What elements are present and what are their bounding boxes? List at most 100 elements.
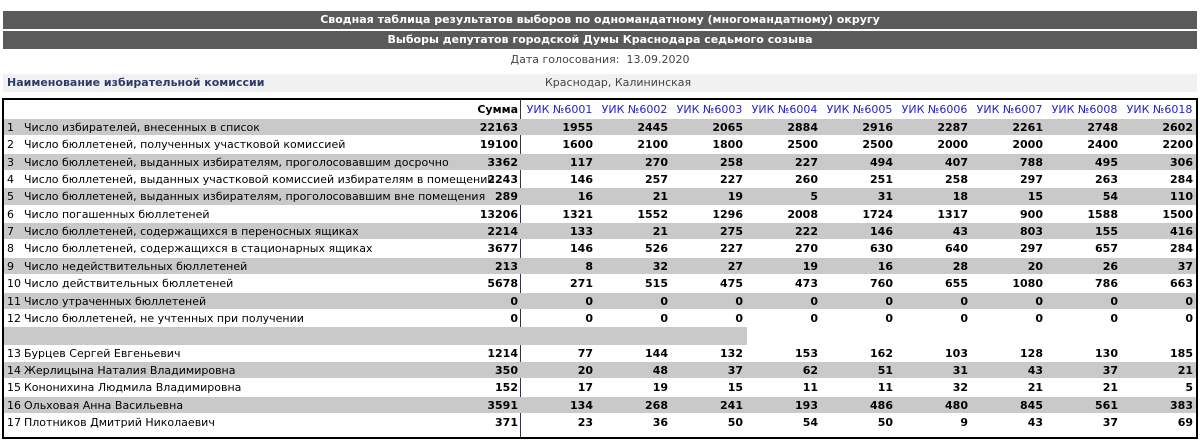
row-number: 7: [7, 225, 14, 239]
cell: 23: [577, 415, 593, 429]
column-header[interactable]: УИК №6007: [976, 103, 1043, 116]
cell: 0: [1035, 294, 1043, 308]
cell: 0: [660, 294, 668, 308]
row-sum: 3591: [487, 398, 518, 412]
column-header[interactable]: УИК №6003: [676, 103, 743, 116]
cell: 383: [1170, 398, 1193, 412]
cell: 1317: [937, 207, 968, 221]
column-header[interactable]: УИК №6005: [826, 103, 893, 116]
cell: 146: [570, 173, 593, 187]
commission-label: Наименование избирательной комиссии: [7, 76, 265, 89]
row-sum: 13206: [479, 207, 518, 221]
cell: 2602: [1162, 121, 1193, 134]
cell: 37: [1102, 415, 1118, 429]
cell: 26: [1102, 259, 1118, 273]
cell: 2261: [1012, 121, 1043, 134]
cell: 260: [795, 173, 818, 187]
cell: 0: [1185, 311, 1193, 325]
cell: 2200: [1162, 138, 1193, 152]
cell: 258: [945, 173, 968, 187]
row-label: Число бюллетеней, содержащихся в стацион…: [24, 242, 373, 256]
column-header[interactable]: УИК №6008: [1051, 103, 1118, 116]
cell: 640: [945, 242, 968, 256]
cell: 227: [795, 155, 818, 169]
cell: 270: [645, 155, 668, 169]
cell: 37: [727, 363, 743, 377]
cell: 21: [652, 225, 668, 239]
cell: 2916: [862, 121, 893, 134]
row-label: Число бюллетеней, полученных участковой …: [24, 138, 346, 152]
cell: 21: [1027, 381, 1043, 395]
row-bg: [4, 188, 1196, 205]
row-sum: 3362: [487, 155, 518, 169]
cell: 146: [570, 242, 593, 256]
cell: 630: [870, 242, 893, 256]
cell: 241: [720, 398, 743, 412]
cell: 110: [1170, 190, 1193, 204]
cell: 2884: [787, 121, 818, 134]
row-number: 11: [7, 294, 21, 308]
row-number: 10: [7, 277, 21, 291]
date: 13.09.2020: [626, 53, 690, 66]
cell: 227: [720, 242, 743, 256]
column-header[interactable]: УИК №6006: [901, 103, 968, 116]
row-label: Число погашенных бюллетеней: [24, 207, 210, 221]
cell: 297: [1020, 242, 1043, 256]
cell: 845: [1020, 398, 1043, 412]
row-label: Число действительных бюллетеней: [24, 277, 234, 291]
cell: 11: [802, 381, 818, 395]
cell: 416: [1170, 225, 1193, 239]
cell: 407: [945, 155, 968, 169]
date-label: Дата голосования:: [510, 53, 620, 66]
cell: 268: [645, 398, 668, 412]
cell: 16: [877, 259, 893, 273]
cell: 486: [870, 398, 893, 412]
cell: 11: [877, 381, 893, 395]
row-bg: [4, 396, 1196, 413]
cell: 2000: [1012, 138, 1043, 152]
cell: 43: [1027, 415, 1043, 429]
column-header[interactable]: УИК №6004: [751, 103, 818, 116]
row-label: Жерлицына Наталия Владимировна: [24, 363, 236, 377]
row-number: 16: [7, 398, 21, 412]
cell: 50: [727, 415, 743, 429]
cell: 69: [1177, 415, 1193, 429]
cell: 19: [802, 259, 818, 273]
cell: 0: [885, 294, 893, 308]
cell: 19: [652, 381, 668, 395]
row-number: 15: [7, 381, 21, 395]
cell: 0: [735, 294, 743, 308]
row-number: 9: [7, 259, 14, 273]
cell: 15: [727, 381, 743, 395]
column-header[interactable]: УИК №6002: [601, 103, 668, 116]
row-number: 13: [7, 346, 21, 360]
cell: 788: [1020, 155, 1043, 169]
cell: 20: [577, 363, 593, 377]
cell: 54: [1102, 190, 1118, 204]
cell: 663: [1170, 277, 1193, 291]
cell: 2400: [1087, 138, 1118, 152]
cell: 297: [1020, 173, 1043, 187]
cell: 37: [1177, 259, 1193, 273]
row-label: Число утраченных бюллетеней: [24, 294, 207, 308]
column-header[interactable]: УИК №6018: [1126, 103, 1193, 116]
cell: 2500: [787, 138, 818, 152]
cell: 1080: [1012, 277, 1043, 291]
cell: 284: [1170, 173, 1193, 187]
cell: 561: [1095, 398, 1118, 412]
cell: 130: [1095, 346, 1118, 360]
cell: 495: [1095, 155, 1118, 169]
row-number: 1: [7, 121, 14, 134]
cell: 27: [727, 259, 743, 273]
row-number: 5: [7, 190, 14, 204]
cell: 0: [585, 311, 593, 325]
cell: 275: [720, 225, 743, 239]
row-number: 2: [7, 138, 14, 152]
cell: 271: [570, 277, 593, 291]
cell: 473: [795, 277, 818, 291]
column-header[interactable]: УИК №6001: [526, 103, 593, 116]
cell: 185: [1170, 346, 1193, 360]
row-label: Ольховая Анна Васильевна: [24, 398, 184, 412]
commission-value: Краснодар, Калининская: [545, 76, 692, 89]
cell: 257: [645, 173, 668, 187]
